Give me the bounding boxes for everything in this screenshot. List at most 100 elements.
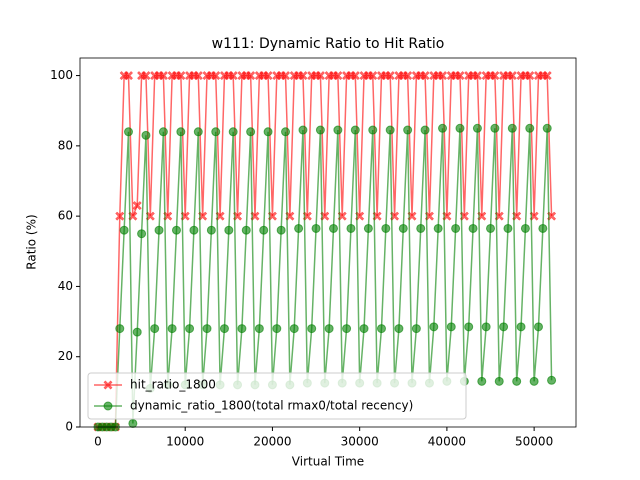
x-axis-label: Virtual Time — [292, 455, 364, 469]
marker — [259, 225, 269, 235]
marker — [241, 225, 251, 235]
marker — [150, 324, 160, 334]
marker — [516, 322, 526, 332]
marker — [507, 71, 517, 81]
marker — [202, 324, 212, 334]
y-tick-label: 0 — [65, 420, 73, 434]
marker — [420, 71, 430, 81]
legend-box — [87, 372, 467, 420]
marker — [263, 71, 273, 81]
marker — [420, 125, 430, 135]
marker — [350, 125, 360, 135]
marker — [228, 71, 238, 81]
marker — [324, 324, 334, 334]
marker — [137, 229, 147, 239]
marker — [263, 127, 273, 137]
marker — [342, 324, 352, 334]
marker — [211, 127, 221, 137]
marker — [180, 211, 190, 221]
x-tick-label: 10000 — [166, 435, 204, 449]
x-tick-label: 40000 — [428, 435, 466, 449]
marker — [437, 71, 448, 81]
marker — [115, 324, 125, 334]
marker — [163, 211, 173, 221]
marker — [193, 127, 203, 137]
marker — [185, 324, 195, 334]
legend-marker — [103, 380, 113, 390]
x-tick-label: 0 — [94, 435, 102, 449]
marker — [529, 376, 539, 386]
marker — [490, 123, 500, 133]
marker — [311, 223, 321, 233]
marker — [363, 223, 373, 233]
marker — [350, 71, 360, 81]
marker — [333, 71, 343, 81]
marker — [503, 223, 513, 233]
y-axis-label: Ratio (%) — [25, 214, 39, 269]
marker — [128, 418, 138, 428]
marker — [254, 324, 264, 334]
marker — [119, 225, 129, 235]
marker — [346, 223, 356, 233]
marker — [228, 127, 238, 137]
marker — [481, 322, 491, 332]
y-tick-label: 80 — [58, 138, 73, 152]
marker — [525, 71, 535, 81]
y-tick-label: 20 — [58, 349, 73, 363]
marker — [464, 322, 474, 332]
marker — [206, 225, 216, 235]
marker — [219, 324, 229, 334]
marker — [141, 130, 151, 140]
marker — [193, 71, 203, 81]
marker — [167, 324, 177, 334]
x-tick-label: 20000 — [253, 435, 291, 449]
marker — [525, 123, 535, 133]
marker — [429, 322, 439, 332]
marker — [124, 127, 134, 137]
marker — [477, 376, 487, 386]
marker — [385, 71, 395, 81]
marker — [542, 71, 552, 81]
marker — [381, 223, 391, 233]
marker — [294, 223, 304, 233]
marker — [486, 223, 496, 233]
y-tick-label: 40 — [58, 279, 73, 293]
marker — [499, 322, 509, 332]
marker — [211, 71, 221, 81]
marker — [533, 322, 543, 332]
marker — [472, 71, 482, 81]
marker — [315, 71, 325, 81]
marker — [115, 211, 125, 221]
marker — [154, 225, 164, 235]
marker — [307, 324, 317, 334]
marker — [280, 71, 291, 81]
marker — [328, 223, 338, 233]
legend: hit_ratio_1800 dynamic_ratio_1800(total r… — [87, 372, 467, 420]
marker — [285, 211, 295, 221]
marker — [132, 327, 142, 337]
marker — [394, 324, 404, 334]
marker — [267, 211, 277, 221]
marker — [446, 322, 456, 332]
marker — [250, 211, 260, 221]
marker — [176, 127, 186, 137]
marker — [416, 223, 426, 233]
y-tick-label: 100 — [50, 68, 73, 82]
marker — [141, 71, 151, 81]
marker — [145, 211, 155, 221]
legend-label: dynamic_ratio_1800(total rmax0/total rec… — [130, 399, 413, 413]
marker — [520, 223, 530, 233]
marker — [158, 71, 168, 81]
marker — [538, 223, 548, 233]
marker — [455, 71, 465, 81]
marker — [289, 324, 299, 334]
marker — [215, 211, 225, 221]
marker — [368, 125, 378, 135]
marker — [512, 376, 522, 386]
marker — [132, 201, 142, 211]
marker — [359, 324, 369, 334]
marker — [433, 223, 443, 233]
legend-marker — [103, 401, 113, 411]
marker — [468, 223, 478, 233]
